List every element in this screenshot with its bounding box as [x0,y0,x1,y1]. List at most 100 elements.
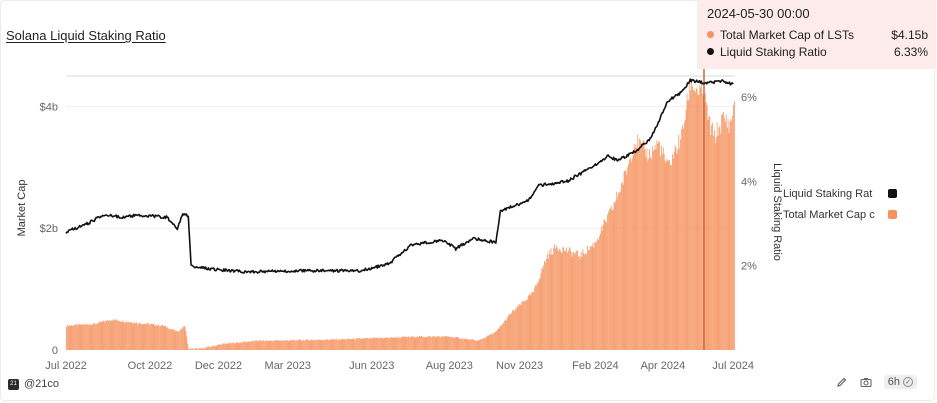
bar-market-cap [468,338,470,350]
bar-market-cap [227,343,229,350]
bar-market-cap [561,253,563,350]
bar-market-cap [363,338,365,350]
bar-market-cap [209,346,211,350]
bar-market-cap [672,158,674,350]
bar-market-cap [472,339,473,350]
bar-market-cap [729,121,731,350]
bar-market-cap [371,337,373,350]
bar-market-cap [731,120,733,350]
bar-market-cap [118,321,119,350]
bar-market-cap [732,115,734,350]
bar-market-cap [718,127,720,351]
bar-market-cap [670,165,671,350]
bar-market-cap [452,337,454,350]
bar-market-cap [114,319,116,350]
bar-market-cap [390,336,392,350]
bar-market-cap [459,338,461,350]
bar-market-cap [233,343,235,350]
bar-market-cap [620,191,621,350]
bar-market-cap [586,254,587,350]
bar-market-cap [270,340,272,350]
bar-market-cap [673,151,675,350]
refresh-badge[interactable]: 6h ✓ [883,375,917,389]
bar-market-cap [616,191,618,350]
bar-market-cap [565,251,566,350]
bar-market-cap [385,337,387,350]
x-tick-label: Jul 2022 [45,360,87,372]
camera-icon[interactable] [860,376,872,388]
bar-market-cap [668,160,670,350]
bar-market-cap [413,337,415,350]
bar-market-cap [329,339,331,350]
bar-market-cap [238,343,240,350]
bar-market-cap [254,340,256,350]
bar-market-cap [317,339,319,350]
bar-market-cap [598,239,599,350]
bar-market-cap [272,341,274,350]
bar-market-cap [457,337,459,350]
legend-item[interactable]: Liquid Staking Rat [783,188,897,200]
source-handle[interactable]: @21co [24,378,60,390]
bar-market-cap [356,338,357,350]
bar-market-cap [660,156,661,350]
bar-market-cap [426,337,428,350]
bar-market-cap [391,337,393,350]
bar-market-cap [545,262,546,350]
chart-title[interactable]: Solana Liquid Staking Ratio [6,28,166,43]
bar-market-cap [191,348,193,350]
bar-market-cap [575,252,577,350]
bar-market-cap [412,336,414,350]
bar-market-cap [118,321,120,350]
bar-market-cap [530,295,532,350]
bar-market-cap [531,291,533,350]
bar-market-cap [286,340,288,350]
bar-market-cap [94,323,96,350]
bar-market-cap [158,324,159,350]
bar-market-cap [220,344,221,350]
bar-market-cap [513,309,514,350]
bar-market-cap [177,330,179,350]
bar-market-cap [148,323,149,350]
bar-market-cap [481,339,483,350]
bar-market-cap [299,339,301,350]
bar-market-cap [469,340,471,350]
bar-market-cap [687,100,689,350]
bar-market-cap [376,337,378,350]
bar-market-cap [236,342,238,350]
bar-market-cap [444,336,446,350]
tooltip-value-staking-ratio: 6.33% [893,44,928,59]
bar-market-cap [314,339,315,350]
bar-market-cap [710,134,712,350]
bar-market-cap [613,202,615,350]
bar-market-cap [652,151,654,350]
bar-market-cap [567,253,568,350]
bar-market-cap [601,230,603,350]
bar-market-cap [399,337,400,350]
bar-market-cap [511,312,513,350]
bar-market-cap [406,336,408,350]
source-credit[interactable]: 21 @21co [8,378,59,390]
bar-market-cap [181,329,182,350]
bar-market-cap [201,348,203,350]
bar-market-cap [548,250,550,350]
bar-market-cap [479,339,481,350]
bar-market-cap [206,347,208,350]
tooltip-label-staking-ratio: Liquid Staking Ratio [720,44,827,59]
bar-market-cap [526,299,528,350]
bar-market-cap [76,325,78,350]
bar-market-cap [353,338,355,350]
bar-market-cap [680,139,681,350]
legend-item[interactable]: Total Market Cap c [783,209,897,221]
bar-market-cap [86,323,87,350]
bar-market-cap [358,338,360,350]
edit-pencil-icon[interactable] [836,376,848,388]
bar-market-cap [345,339,347,350]
bar-market-cap [435,336,437,350]
bar-market-cap [733,104,734,350]
bar-market-cap [697,94,699,350]
bar-market-cap [559,249,561,350]
bar-market-cap [502,324,504,350]
bar-market-cap [423,337,425,350]
bar-market-cap [433,336,435,350]
